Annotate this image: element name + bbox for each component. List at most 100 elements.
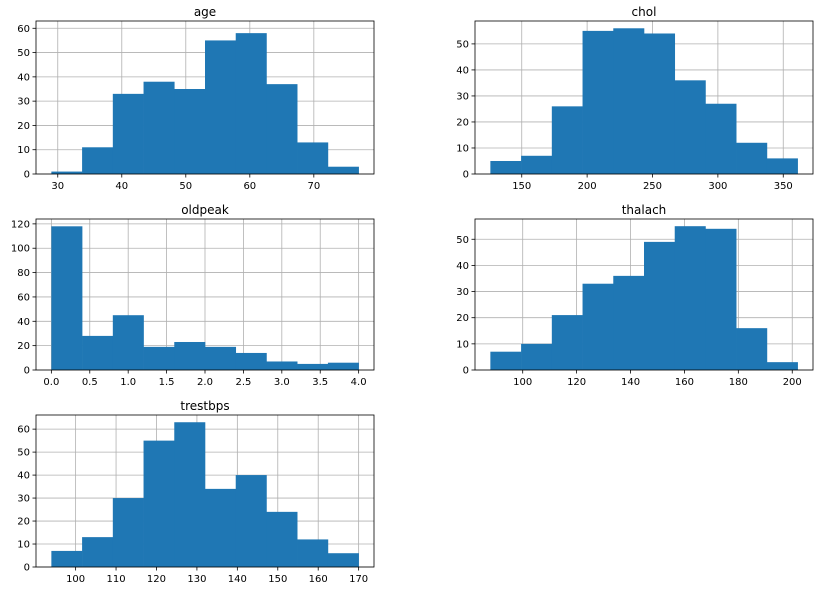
y-tick-label: 20 bbox=[17, 341, 30, 352]
y-tick-label: 100 bbox=[11, 244, 30, 255]
y-tick-label: 20 bbox=[456, 117, 469, 128]
histogram-bar bbox=[582, 30, 614, 174]
y-tick-label: 0 bbox=[24, 170, 30, 181]
y-tick-label: 30 bbox=[456, 287, 469, 298]
histogram-bar bbox=[644, 241, 676, 370]
y-tick-label: 10 bbox=[456, 143, 469, 154]
subplot-title: chol bbox=[632, 5, 657, 19]
x-tick-label: 100 bbox=[513, 377, 532, 388]
histogram-bar bbox=[112, 315, 144, 370]
x-tick-label: 120 bbox=[567, 377, 586, 388]
histogram-bar bbox=[644, 33, 676, 175]
histogram-bar bbox=[521, 155, 553, 174]
x-tick-label: 160 bbox=[309, 574, 328, 585]
x-tick-label: 300 bbox=[708, 181, 727, 192]
y-tick-label: 50 bbox=[17, 448, 30, 459]
histogram-bar bbox=[674, 226, 706, 370]
x-tick-label: 170 bbox=[349, 574, 368, 585]
histogram-bar bbox=[705, 103, 737, 174]
x-tick-label: 0.0 bbox=[43, 377, 59, 388]
y-tick-label: 50 bbox=[456, 39, 469, 50]
histogram-bar bbox=[174, 89, 206, 174]
histogram-bar bbox=[174, 341, 206, 370]
histogram-bar bbox=[205, 40, 237, 174]
axes-frame bbox=[35, 414, 375, 568]
axes-frame bbox=[35, 20, 375, 175]
histogram-bar bbox=[613, 28, 645, 174]
x-tick-label: 40 bbox=[115, 181, 128, 192]
y-tick-label: 10 bbox=[17, 540, 30, 551]
y-tick-label: 0 bbox=[463, 366, 469, 377]
histogram-bar bbox=[235, 352, 267, 370]
subplot-oldpeak: 0.0 0.5 1.0 1.5 2.0 2.5 3.0 3.5 4.0 0 20 40 60 80 100 1… bbox=[11, 203, 375, 388]
histogram-bar bbox=[766, 362, 798, 370]
x-tick-label: 180 bbox=[729, 377, 748, 388]
y-tick-label: 10 bbox=[456, 339, 469, 350]
x-tick-label: 200 bbox=[783, 377, 802, 388]
x-tick-label: 250 bbox=[643, 181, 662, 192]
histogram-bar bbox=[235, 475, 267, 567]
x-tick-label: 2.0 bbox=[197, 377, 213, 388]
x-tick-label: 1.0 bbox=[120, 377, 136, 388]
histogram-bar bbox=[297, 363, 329, 370]
histogram-bar bbox=[266, 84, 298, 174]
y-tick-label: 50 bbox=[17, 48, 30, 59]
y-tick-label: 120 bbox=[11, 219, 30, 230]
histogram-bar bbox=[551, 315, 583, 370]
y-tick-label: 40 bbox=[456, 65, 469, 76]
histogram-bar bbox=[613, 275, 645, 370]
histogram-bar bbox=[674, 80, 706, 174]
x-tick-label: 60 bbox=[243, 181, 256, 192]
subplot-thalach: 100 120 140 160 180 200 0 10 20 30 40 50 thalach bbox=[456, 203, 814, 388]
y-tick-label: 20 bbox=[456, 313, 469, 324]
histogram-bar bbox=[266, 511, 298, 567]
histogram-bar bbox=[766, 158, 798, 174]
y-tick-label: 40 bbox=[17, 317, 30, 328]
x-tick-label: 160 bbox=[675, 377, 694, 388]
subplot-age: 30 40 50 60 70 0 10 20 30 40 50 60 age bbox=[17, 5, 375, 192]
histogram-bar bbox=[490, 160, 522, 174]
x-tick-label: 150 bbox=[512, 181, 531, 192]
histogram-bar bbox=[205, 488, 237, 567]
x-tick-label: 130 bbox=[187, 574, 206, 585]
histogram-bar bbox=[112, 498, 144, 567]
histogram-bar bbox=[266, 361, 298, 370]
histogram-bar bbox=[82, 147, 114, 174]
y-tick-label: 0 bbox=[24, 366, 30, 377]
y-tick-label: 10 bbox=[17, 145, 30, 156]
subplot-chol: 150 200 250 300 350 0 10 20 30 40 50 chol bbox=[456, 5, 814, 192]
histogram-bar bbox=[736, 328, 768, 370]
histogram-bar bbox=[327, 553, 359, 567]
x-tick-label: 350 bbox=[774, 181, 793, 192]
histogram-bar bbox=[174, 422, 206, 567]
x-tick-label: 3.0 bbox=[274, 377, 290, 388]
x-tick-label: 4.0 bbox=[351, 377, 367, 388]
x-tick-label: 0.5 bbox=[82, 377, 98, 388]
histogram-bar bbox=[82, 335, 114, 370]
y-tick-label: 60 bbox=[17, 425, 30, 436]
histogram-bar bbox=[82, 537, 114, 567]
histogram-bar bbox=[521, 343, 553, 370]
y-tick-label: 80 bbox=[17, 268, 30, 279]
x-tick-label: 2.5 bbox=[235, 377, 251, 388]
y-tick-label: 20 bbox=[17, 517, 30, 528]
histogram-bar bbox=[705, 228, 737, 370]
x-tick-label: 1.5 bbox=[159, 377, 175, 388]
x-tick-label: 110 bbox=[107, 574, 126, 585]
x-tick-label: 3.5 bbox=[312, 377, 328, 388]
subplot-title: thalach bbox=[622, 203, 667, 217]
histogram-bar bbox=[235, 33, 267, 175]
y-tick-label: 30 bbox=[456, 91, 469, 102]
x-tick-label: 150 bbox=[268, 574, 287, 585]
y-tick-label: 30 bbox=[17, 97, 30, 108]
x-tick-label: 200 bbox=[578, 181, 597, 192]
x-tick-label: 140 bbox=[228, 574, 247, 585]
histogram-bar bbox=[736, 142, 768, 174]
histogram-bar bbox=[143, 440, 175, 567]
y-tick-label: 60 bbox=[17, 24, 30, 35]
y-tick-label: 40 bbox=[17, 471, 30, 482]
y-tick-label: 30 bbox=[17, 494, 30, 505]
y-tick-label: 60 bbox=[17, 292, 30, 303]
histogram-bar bbox=[143, 81, 175, 174]
